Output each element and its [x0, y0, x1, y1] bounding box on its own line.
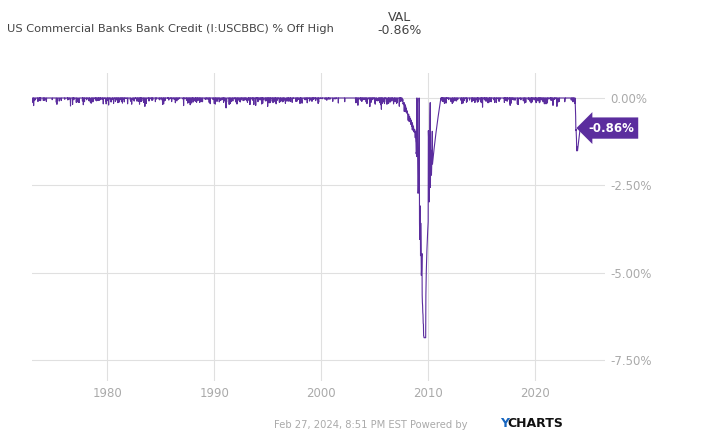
Text: Feb 27, 2024, 8:51 PM EST Powered by: Feb 27, 2024, 8:51 PM EST Powered by: [274, 420, 467, 430]
Text: Y: Y: [500, 417, 510, 430]
Text: -0.86%: -0.86%: [377, 24, 422, 37]
Text: -0.86%: -0.86%: [588, 122, 634, 135]
Text: US Commercial Banks Bank Credit (I:USCBBC) % Off High: US Commercial Banks Bank Credit (I:USCBB…: [7, 24, 334, 34]
Text: CHARTS: CHARTS: [508, 417, 564, 430]
Text: VAL: VAL: [388, 11, 411, 24]
